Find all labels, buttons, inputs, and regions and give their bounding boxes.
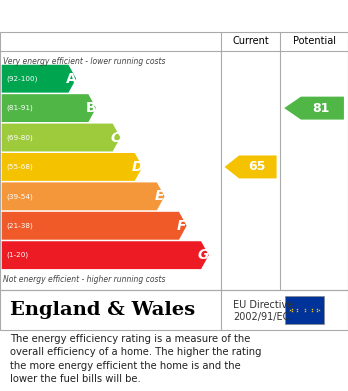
Text: B: B <box>86 101 96 115</box>
Text: 2002/91/EC: 2002/91/EC <box>233 312 290 322</box>
Text: F: F <box>177 219 186 233</box>
Text: The energy efficiency rating is a measure of the
overall efficiency of a home. T: The energy efficiency rating is a measur… <box>10 334 262 384</box>
Text: 65: 65 <box>248 160 266 174</box>
Polygon shape <box>2 124 120 151</box>
Polygon shape <box>2 65 76 93</box>
Text: G: G <box>198 248 209 262</box>
Text: Current: Current <box>232 36 269 46</box>
Polygon shape <box>2 212 187 240</box>
Text: A: A <box>65 72 76 86</box>
Text: (39-54): (39-54) <box>6 193 33 199</box>
Text: (21-38): (21-38) <box>6 222 33 229</box>
Text: England & Wales: England & Wales <box>10 301 196 319</box>
Polygon shape <box>2 183 165 210</box>
Polygon shape <box>2 153 142 181</box>
Polygon shape <box>2 241 209 269</box>
Polygon shape <box>284 97 344 120</box>
Text: (55-68): (55-68) <box>6 164 33 170</box>
Text: D: D <box>132 160 143 174</box>
Text: Potential: Potential <box>293 36 335 46</box>
Text: (81-91): (81-91) <box>6 105 33 111</box>
Bar <box>285 296 324 325</box>
Text: Energy Efficiency Rating: Energy Efficiency Rating <box>10 9 220 24</box>
Text: Not energy efficient - higher running costs: Not energy efficient - higher running co… <box>3 274 166 283</box>
Text: Very energy efficient - lower running costs: Very energy efficient - lower running co… <box>3 57 166 66</box>
Text: (92-100): (92-100) <box>6 75 37 82</box>
Text: (1-20): (1-20) <box>6 252 28 258</box>
Text: EU Directive: EU Directive <box>233 300 293 310</box>
Text: E: E <box>155 189 164 203</box>
Polygon shape <box>2 94 96 122</box>
Text: (69-80): (69-80) <box>6 134 33 141</box>
Text: 81: 81 <box>313 102 330 115</box>
Polygon shape <box>224 156 277 178</box>
Text: C: C <box>110 131 120 145</box>
